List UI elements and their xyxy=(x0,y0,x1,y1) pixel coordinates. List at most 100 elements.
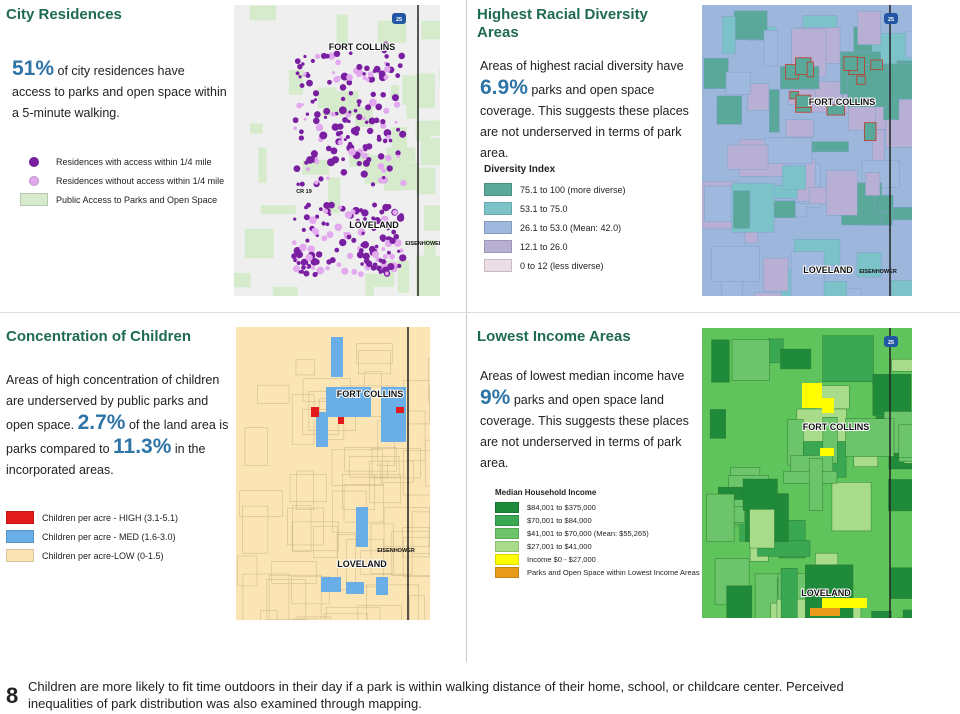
residence-dot xyxy=(393,239,402,248)
residence-dot xyxy=(384,54,389,59)
residence-dot xyxy=(386,134,391,140)
map-label: LOVELAND xyxy=(803,265,853,275)
residence-dot xyxy=(293,258,297,263)
residence-dot xyxy=(400,179,407,187)
tract xyxy=(874,194,894,212)
tract xyxy=(749,509,775,549)
map-label: FORT COLLINS xyxy=(329,42,396,52)
open-space xyxy=(272,286,298,296)
tract xyxy=(344,447,397,472)
paragraph-text: parks and open space land coverage. This… xyxy=(480,393,689,470)
residence-dot xyxy=(394,120,398,124)
open-space xyxy=(250,123,263,134)
map-label: FORT COLLINS xyxy=(809,97,876,107)
residence-dot xyxy=(366,127,374,135)
residence-dot xyxy=(399,130,407,138)
residence-dot xyxy=(333,50,341,58)
diverse-tract xyxy=(870,59,883,71)
residence-dot xyxy=(372,262,378,268)
residence-dot xyxy=(360,262,364,266)
residence-dot xyxy=(321,221,326,226)
tract xyxy=(807,141,849,153)
residence-dot xyxy=(303,270,310,277)
residence-dot xyxy=(368,117,376,125)
residence-dot xyxy=(301,227,306,233)
residence-dot xyxy=(321,235,328,242)
residence-dot xyxy=(323,115,328,119)
residence-dot xyxy=(360,170,368,178)
residence-dot xyxy=(328,212,332,216)
legend-item: 26.1 to 53.0 (Mean: 42.0) xyxy=(484,218,704,237)
tract xyxy=(785,119,814,138)
residence-dot xyxy=(330,147,338,154)
residence-dot xyxy=(296,251,304,259)
legend-item: Parks and Open Space within Lowest Incom… xyxy=(495,566,705,579)
map-label: 25 xyxy=(888,340,894,346)
map: FORT COLLINS LOVELAND 25 xyxy=(702,328,912,618)
residence-dot xyxy=(391,229,397,235)
legend-item: Children per acre - MED (1.6-3.0) xyxy=(6,527,236,546)
residence-dot xyxy=(365,143,373,150)
residence-dot xyxy=(385,203,392,210)
residence-dot xyxy=(386,227,390,231)
residence-dot xyxy=(335,44,341,50)
high-area xyxy=(311,407,319,417)
residence-dot xyxy=(315,251,323,258)
legend-label: Income $0 - $27,000 xyxy=(527,555,596,564)
residence-dot xyxy=(351,268,358,275)
panel-paragraph: Areas of high concentration of children … xyxy=(6,370,231,481)
legend-swatch xyxy=(495,502,519,513)
residence-dot xyxy=(299,181,305,187)
paragraph-text: Areas of lowest median income have xyxy=(480,369,685,383)
residence-dot xyxy=(378,258,383,263)
open-space xyxy=(365,273,374,296)
tract xyxy=(380,460,414,483)
tract xyxy=(711,246,760,282)
residence-dot xyxy=(315,214,320,219)
residence-dot xyxy=(399,254,407,262)
legend-swatch xyxy=(495,567,519,578)
residence-dot xyxy=(305,238,310,243)
residence-dot xyxy=(291,240,297,246)
diverse-tract xyxy=(795,94,812,108)
residence-dot xyxy=(341,157,346,162)
map: FORT COLLINS LOVELAND EISENHOWER CR 19 25 xyxy=(234,5,440,296)
residence-dot xyxy=(340,96,346,102)
residence-dot xyxy=(356,63,363,71)
tract xyxy=(902,609,912,618)
residence-dot xyxy=(307,245,316,254)
tract xyxy=(371,448,421,479)
tract xyxy=(424,439,430,487)
residence-dot xyxy=(362,75,367,81)
legend: Residences with access within 1/4 mile Re… xyxy=(20,152,250,209)
residence-dot xyxy=(294,58,301,65)
map-label: FORT COLLINS xyxy=(803,422,870,432)
tract xyxy=(725,71,751,95)
legend-swatch xyxy=(495,554,519,565)
residence-dot xyxy=(364,120,369,124)
tract xyxy=(268,574,322,620)
legend-item: 75.1 to 100 (more diverse) xyxy=(484,180,704,199)
residence-dot xyxy=(334,247,340,253)
residence-dot xyxy=(376,265,382,272)
residence-dot xyxy=(376,134,381,139)
tract xyxy=(780,568,798,618)
legend-item: 12.1 to 26.0 xyxy=(484,237,704,256)
residence-dot xyxy=(386,250,391,255)
paragraph-text: parks and open space coverage. This sugg… xyxy=(480,83,689,160)
residence-dot xyxy=(398,52,406,60)
residence-dot xyxy=(293,265,300,273)
interstate-shield xyxy=(884,13,898,24)
residence-dot xyxy=(305,263,312,269)
open-space xyxy=(420,138,440,166)
tract xyxy=(706,493,735,543)
tract xyxy=(242,505,269,554)
residence-dot xyxy=(310,58,315,64)
open-space xyxy=(377,20,407,43)
tract xyxy=(826,170,858,216)
tract xyxy=(721,16,736,54)
paragraph-text: in the incorporated areas. xyxy=(6,442,206,477)
tract xyxy=(763,257,789,292)
med-area xyxy=(376,577,388,595)
page-number: 8 xyxy=(6,683,19,708)
